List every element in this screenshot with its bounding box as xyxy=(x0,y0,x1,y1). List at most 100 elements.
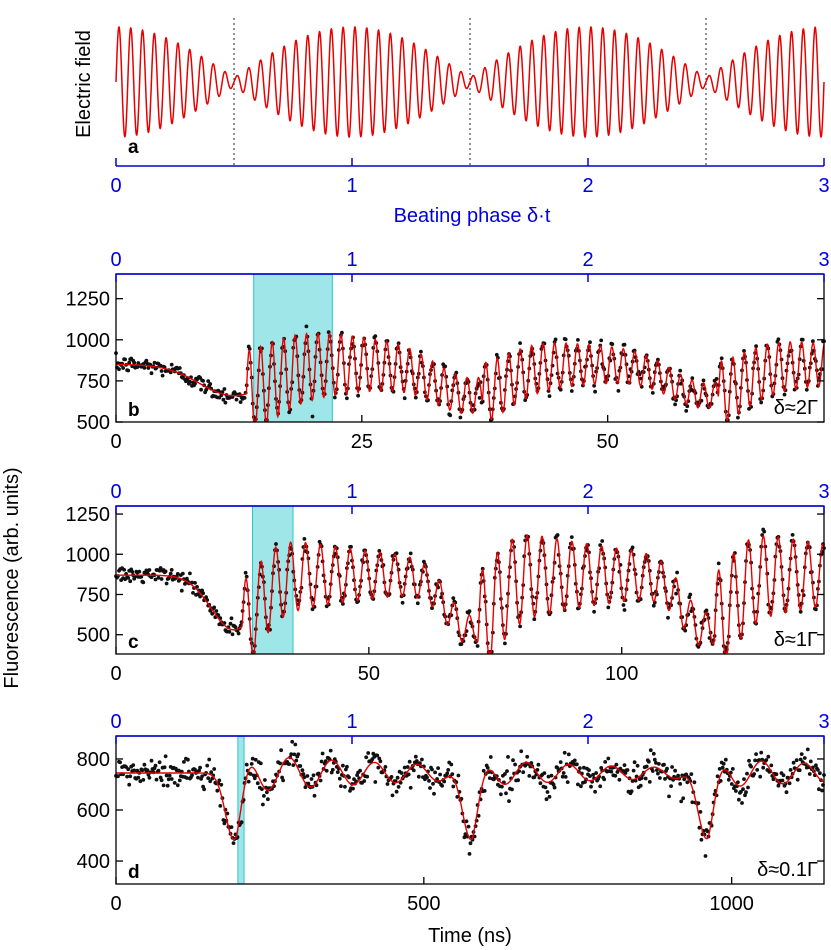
data-point xyxy=(296,752,301,757)
data-point xyxy=(169,362,174,367)
data-point xyxy=(212,767,217,771)
data-point xyxy=(162,765,167,770)
data-point xyxy=(208,779,213,784)
data-point xyxy=(364,755,369,760)
data-point xyxy=(759,400,764,405)
data-point xyxy=(594,771,598,775)
data-point xyxy=(547,794,552,799)
data-point xyxy=(258,761,263,766)
data-point xyxy=(279,748,283,753)
data-point xyxy=(679,799,684,804)
data-point xyxy=(655,768,659,772)
data-point xyxy=(278,761,282,766)
data-point xyxy=(239,820,244,825)
data-point xyxy=(766,754,771,759)
data-point xyxy=(128,579,133,584)
x-tick-label: 500 xyxy=(407,893,440,915)
blue-tick-label-2-2: 2 xyxy=(582,481,593,503)
data-point xyxy=(438,772,442,777)
detuning-annotation: δ≈2Γ xyxy=(774,397,818,419)
data-point xyxy=(670,765,674,769)
data-point xyxy=(198,765,203,770)
data-point xyxy=(362,779,367,783)
data-point xyxy=(339,784,343,789)
panel-c: 0 1 2 3 0 50 100 500 750 1000 1250 c δ≈1Γ xyxy=(66,481,830,685)
data-point xyxy=(467,609,472,614)
data-point xyxy=(349,544,353,549)
data-point xyxy=(416,774,421,779)
data-point xyxy=(116,774,120,779)
data-point xyxy=(161,783,166,788)
data-point xyxy=(293,742,298,747)
data-point xyxy=(415,601,420,606)
data-point xyxy=(228,621,233,626)
data-point xyxy=(193,381,197,386)
data-point xyxy=(729,782,734,786)
data-point xyxy=(190,773,194,778)
data-point xyxy=(811,339,815,344)
data-point xyxy=(576,782,580,787)
data-point xyxy=(378,759,383,764)
data-point xyxy=(487,776,492,780)
data-point xyxy=(156,575,161,580)
data-point xyxy=(622,342,627,347)
data-point xyxy=(302,537,307,541)
data-point xyxy=(298,764,303,768)
data-point xyxy=(518,624,522,629)
data-point xyxy=(221,818,226,822)
data-point xyxy=(158,566,163,570)
data-point xyxy=(663,777,667,781)
data-point xyxy=(153,577,158,582)
data-point xyxy=(179,588,184,593)
data-point xyxy=(290,739,295,744)
data-point xyxy=(788,768,793,772)
data-point xyxy=(622,608,627,612)
data-point xyxy=(175,572,180,576)
x-axis-label-time: Time (ns) xyxy=(428,925,512,947)
data-point xyxy=(740,801,744,805)
data-point xyxy=(214,609,219,613)
data-point xyxy=(754,344,758,349)
data-point xyxy=(132,360,137,365)
data-point xyxy=(701,378,706,383)
data-point xyxy=(365,774,370,779)
data-point xyxy=(400,600,405,605)
data-point xyxy=(776,783,781,788)
data-point xyxy=(227,629,232,634)
data-point xyxy=(538,781,543,786)
data-point xyxy=(448,413,453,418)
data-point xyxy=(311,773,316,778)
data-point xyxy=(167,773,172,778)
data-point xyxy=(168,370,173,375)
data-point xyxy=(137,569,142,574)
data-point xyxy=(182,760,186,764)
data-point xyxy=(617,777,622,782)
data-point xyxy=(758,774,763,779)
data-point xyxy=(646,759,651,764)
data-point xyxy=(396,785,401,789)
data-point xyxy=(443,364,448,369)
data-point xyxy=(191,591,195,595)
data-point xyxy=(294,758,299,763)
data-point xyxy=(488,755,493,759)
data-point xyxy=(383,765,388,769)
data-point xyxy=(221,397,226,402)
data-point xyxy=(726,777,731,782)
y-tick-label: 1000 xyxy=(66,544,111,566)
data-point xyxy=(589,784,593,789)
blue-tick-label-2-0: 0 xyxy=(110,481,121,503)
data-point xyxy=(736,780,740,785)
data-point xyxy=(681,796,686,801)
data-point xyxy=(741,787,745,792)
data-point xyxy=(684,409,689,413)
data-point xyxy=(715,774,720,779)
data-point xyxy=(743,793,747,798)
data-point xyxy=(657,762,661,766)
data-point xyxy=(459,642,464,646)
data-point xyxy=(602,777,607,782)
y-tick-label: 600 xyxy=(77,800,110,822)
data-point xyxy=(592,383,596,388)
data-point xyxy=(385,782,390,786)
data-point xyxy=(730,767,735,771)
